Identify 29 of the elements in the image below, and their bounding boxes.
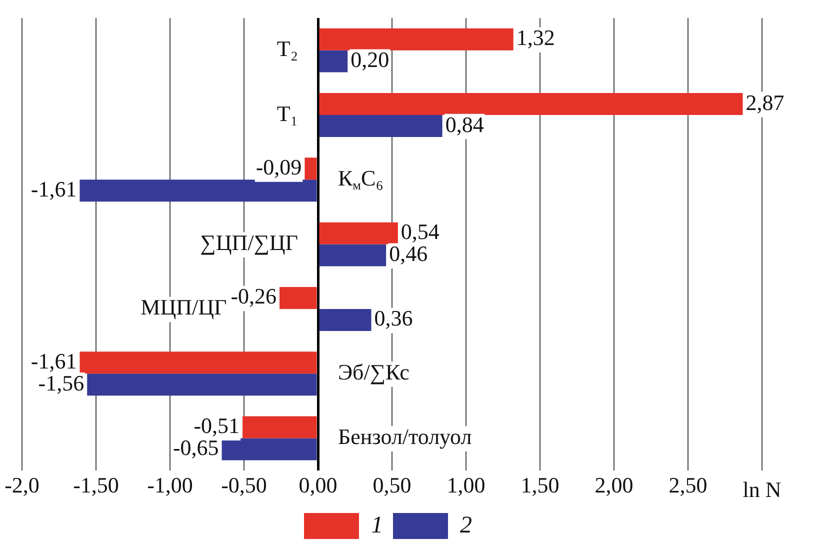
x-tick-label: -2,0	[4, 472, 40, 498]
data-label: -0,26	[230, 284, 277, 309]
x-tick-label: 0,00	[298, 472, 338, 498]
x-tick-label: -1,50	[73, 472, 119, 498]
y-tick-label: МЦП/ЦГ	[140, 294, 227, 320]
x-tick-label: 1,00	[446, 472, 486, 498]
data-label: 0,84	[445, 112, 484, 137]
y-tick-label: Бензол/толуол	[338, 424, 472, 450]
legend-label: 2	[460, 512, 472, 538]
data-label: -1,61	[30, 176, 77, 202]
x-tick-label: -1,00	[147, 472, 193, 498]
x-tick-label: 2,50	[668, 472, 708, 498]
legend-label: 1	[371, 512, 383, 538]
data-label: 2,87	[746, 90, 784, 115]
x-tick-label: 2,00	[594, 472, 634, 498]
data-label: 0,36	[374, 306, 413, 331]
x-axis-title: ln N	[742, 476, 782, 502]
x-tick-label: -0,50	[221, 472, 267, 498]
y-tick-label: Эб/∑Кс	[338, 359, 410, 384]
data-label: -0,09	[256, 154, 302, 180]
y-tick-label: Т₂	[276, 36, 298, 62]
x-tick-label: 1,50	[520, 472, 560, 498]
y-tick-label: Т₁	[276, 100, 298, 126]
data-label: 0,20	[350, 47, 390, 72]
data-label: 1,32	[516, 25, 555, 50]
data-label: 0,46	[389, 241, 428, 266]
data-label: -0,51	[194, 413, 240, 438]
y-tick-label: ∑ЦП/∑ЦГ	[200, 230, 298, 256]
x-tick-label: 0,50	[372, 472, 412, 498]
